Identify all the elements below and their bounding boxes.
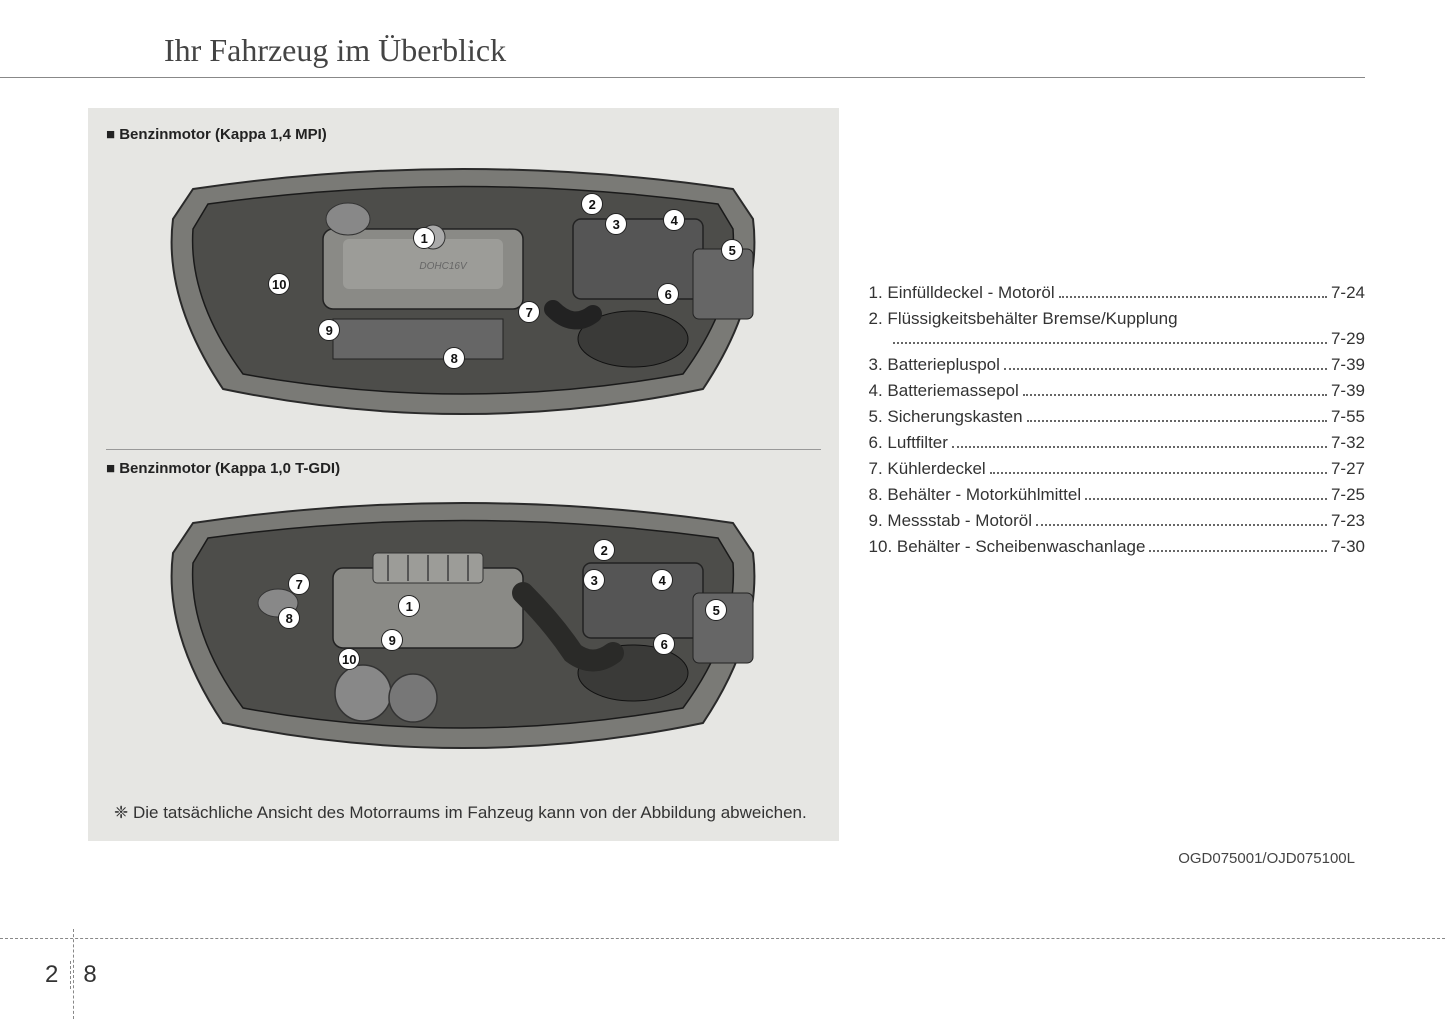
legend-item: 6. Luftfilter 7-32 (869, 433, 1365, 453)
legend-item: 9. Messstab - Motoröl 7-23 (869, 511, 1365, 531)
legend-item: 3. Batteriepluspol 7-39 (869, 355, 1365, 375)
legend-label: 4. Batteriemassepol (869, 381, 1019, 401)
reference-code: OGD075001/OJD075100L (1178, 850, 1355, 867)
legend-item: 8. Behälter - Motorkühlmittel 7-25 (869, 485, 1365, 505)
figure-panel: ■ Benzinmotor (Kappa 1,4 MPI) DOHC16V 12… (88, 108, 839, 841)
legend-item: 5. Sicherungskasten 7-55 (869, 407, 1365, 427)
legend-page: 7-23 (1331, 511, 1365, 531)
page-header: Ihr Fahrzeug im Überblick (0, 0, 1365, 78)
crop-marks (0, 929, 1445, 1019)
engine1-heading: ■ Benzinmotor (Kappa 1,4 MPI) (106, 126, 821, 143)
legend-page: 7-25 (1331, 485, 1365, 505)
legend-item: 7. Kühlerdeckel 7-27 (869, 459, 1365, 479)
engine2-diagram: 12345678910 (123, 483, 803, 773)
legend-page: 7-27 (1331, 459, 1365, 479)
legend-label: 5. Sicherungskasten (869, 407, 1023, 427)
legend-item: 1. Einfülldeckel - Motoröl 7-24 (869, 283, 1365, 303)
engine2-illustration (153, 493, 773, 763)
page-number: 2 8 (45, 961, 97, 989)
engine2-heading: ■ Benzinmotor (Kappa 1,0 T-GDI) (106, 449, 821, 477)
footnote: ❈ Die tatsächliche Ansicht des Motorraum… (114, 803, 821, 823)
legend-page: 7-39 (1331, 355, 1365, 375)
svg-text:DOHC16V: DOHC16V (420, 261, 469, 272)
legend-page: 7-32 (1331, 433, 1365, 453)
header-title: Ihr Fahrzeug im Überblick (160, 32, 1285, 69)
chapter-number: 2 (45, 961, 58, 989)
legend-label: 2. Flüssigkeitsbehälter Bremse/Kupplung (869, 309, 1365, 329)
engine1-diagram: DOHC16V 12345678910 (123, 149, 803, 439)
legend-item: 2. Flüssigkeitsbehälter Bremse/Kupplung7… (869, 309, 1365, 349)
legend-column: 1. Einfülldeckel - Motoröl 7-24 2. Flüssig… (859, 108, 1365, 841)
legend-label: 7. Kühlerdeckel (869, 459, 986, 479)
legend-label: 9. Messstab - Motoröl (869, 511, 1032, 531)
legend-page: 7-39 (1331, 381, 1365, 401)
page-number-value: 8 (83, 961, 96, 989)
legend-label: 10. Behälter - Scheibenwaschanlage (869, 537, 1146, 557)
legend-label: 3. Batteriepluspol (869, 355, 1000, 375)
engine1-illustration: DOHC16V (153, 159, 773, 429)
legend-item: 4. Batteriemassepol 7-39 (869, 381, 1365, 401)
page-separator (70, 961, 71, 989)
legend-label: 8. Behälter - Motorkühlmittel (869, 485, 1082, 505)
legend-label: 6. Luftfilter (869, 433, 948, 453)
legend-page: 7-30 (1331, 537, 1365, 557)
legend-label: 1. Einfülldeckel - Motoröl (869, 283, 1055, 303)
content: ■ Benzinmotor (Kappa 1,4 MPI) DOHC16V 12… (0, 78, 1445, 841)
legend-item: 10. Behälter - Scheibenwaschanlage 7-30 (869, 537, 1365, 557)
legend-page: 7-24 (1331, 283, 1365, 303)
legend-page: 7-29 (1331, 329, 1365, 349)
legend-page: 7-55 (1331, 407, 1365, 427)
